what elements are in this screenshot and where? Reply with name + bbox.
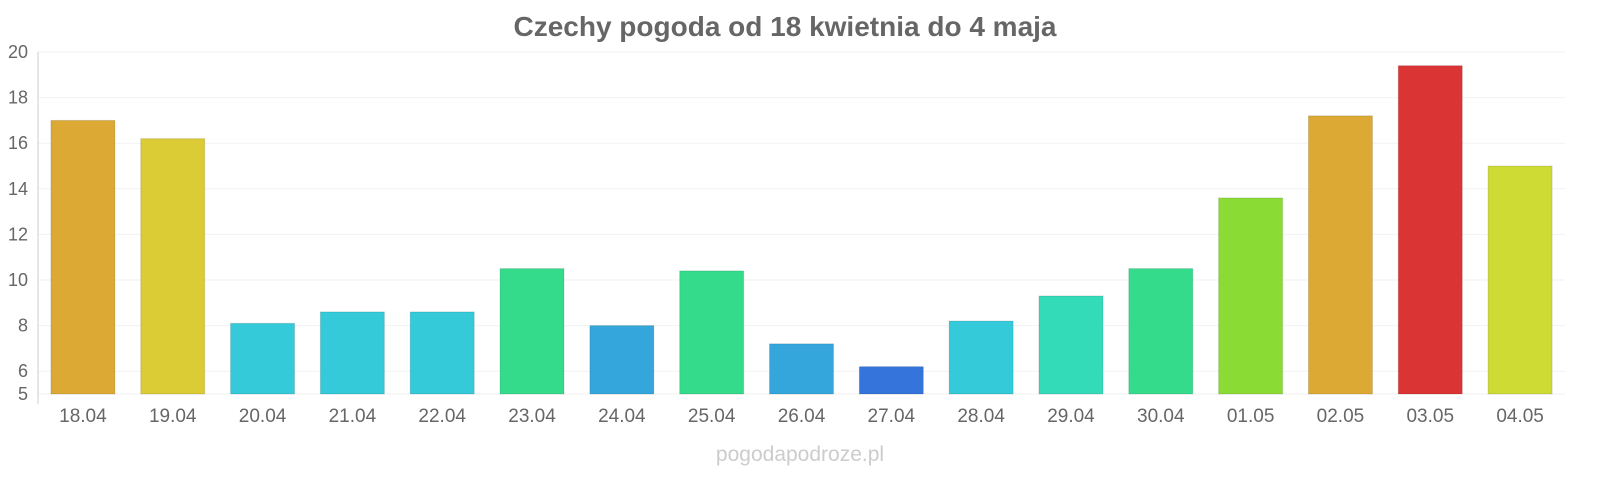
x-tick-label: 22.04: [418, 406, 466, 427]
bar-02.05[interactable]: [1307, 115, 1373, 395]
bar-01.05[interactable]: [1218, 197, 1284, 395]
bar-20.04[interactable]: [230, 322, 296, 395]
x-tick-label: 26.04: [778, 406, 826, 427]
x-tick-label: 02.05: [1317, 406, 1365, 427]
x-tick-label: 21.04: [329, 406, 377, 427]
bar-23.04[interactable]: [499, 268, 565, 395]
x-tick-label: 04.05: [1496, 406, 1544, 427]
x-tick-label: 20.04: [239, 406, 287, 427]
bar-18.04[interactable]: [50, 119, 116, 395]
y-tick-label: 5: [18, 384, 28, 404]
x-tick-label: 23.04: [508, 406, 556, 427]
y-tick-label: 14: [8, 179, 28, 199]
x-axis: 18.04 19.04 20.04 21.04 22.04 23.04 24.04 25.04…: [59, 406, 1544, 427]
y-tick-label: 6: [18, 361, 28, 381]
x-tick-label: 30.04: [1137, 406, 1185, 427]
y-tick-label: 8: [18, 316, 28, 336]
bar-24.04[interactable]: [589, 325, 655, 395]
bar-28.04[interactable]: [948, 320, 1014, 395]
bar-27.04[interactable]: [858, 366, 924, 395]
x-tick-label: 25.04: [688, 406, 736, 427]
x-tick-label: 24.04: [598, 406, 646, 427]
bar-25.04[interactable]: [679, 270, 745, 395]
x-tick-label: 03.05: [1406, 406, 1454, 427]
bar-03.05[interactable]: [1397, 65, 1463, 395]
y-tick-label: 12: [8, 224, 28, 244]
bar-04.05[interactable]: [1487, 165, 1553, 395]
x-tick-label: 29.04: [1047, 406, 1095, 427]
bar-30.04[interactable]: [1128, 268, 1194, 395]
x-tick-label: 18.04: [59, 406, 107, 427]
bar-21.04[interactable]: [319, 311, 385, 395]
chart-title: Czechy pogoda od 18 kwietnia do 4 maja: [513, 11, 1056, 42]
y-tick-label: 18: [8, 88, 28, 108]
y-tick-label: 16: [8, 133, 28, 153]
y-axis: 5 6 8 10 12 14 16 18 20: [8, 42, 28, 404]
y-tick-label: 10: [8, 270, 28, 290]
bar-22.04[interactable]: [409, 311, 475, 395]
x-tick-label: 01.05: [1227, 406, 1275, 427]
bar-26.04[interactable]: [769, 343, 834, 395]
y-tick-label: 20: [8, 42, 28, 62]
x-tick-label: 19.04: [149, 406, 197, 427]
x-tick-label: 28.04: [957, 406, 1005, 427]
bar-29.04[interactable]: [1038, 295, 1104, 395]
x-tick-label: 27.04: [868, 406, 916, 427]
bars: [50, 65, 1553, 395]
credit-watermark: pogodapodroze.pl: [716, 443, 884, 466]
bar-19.04[interactable]: [140, 138, 206, 395]
